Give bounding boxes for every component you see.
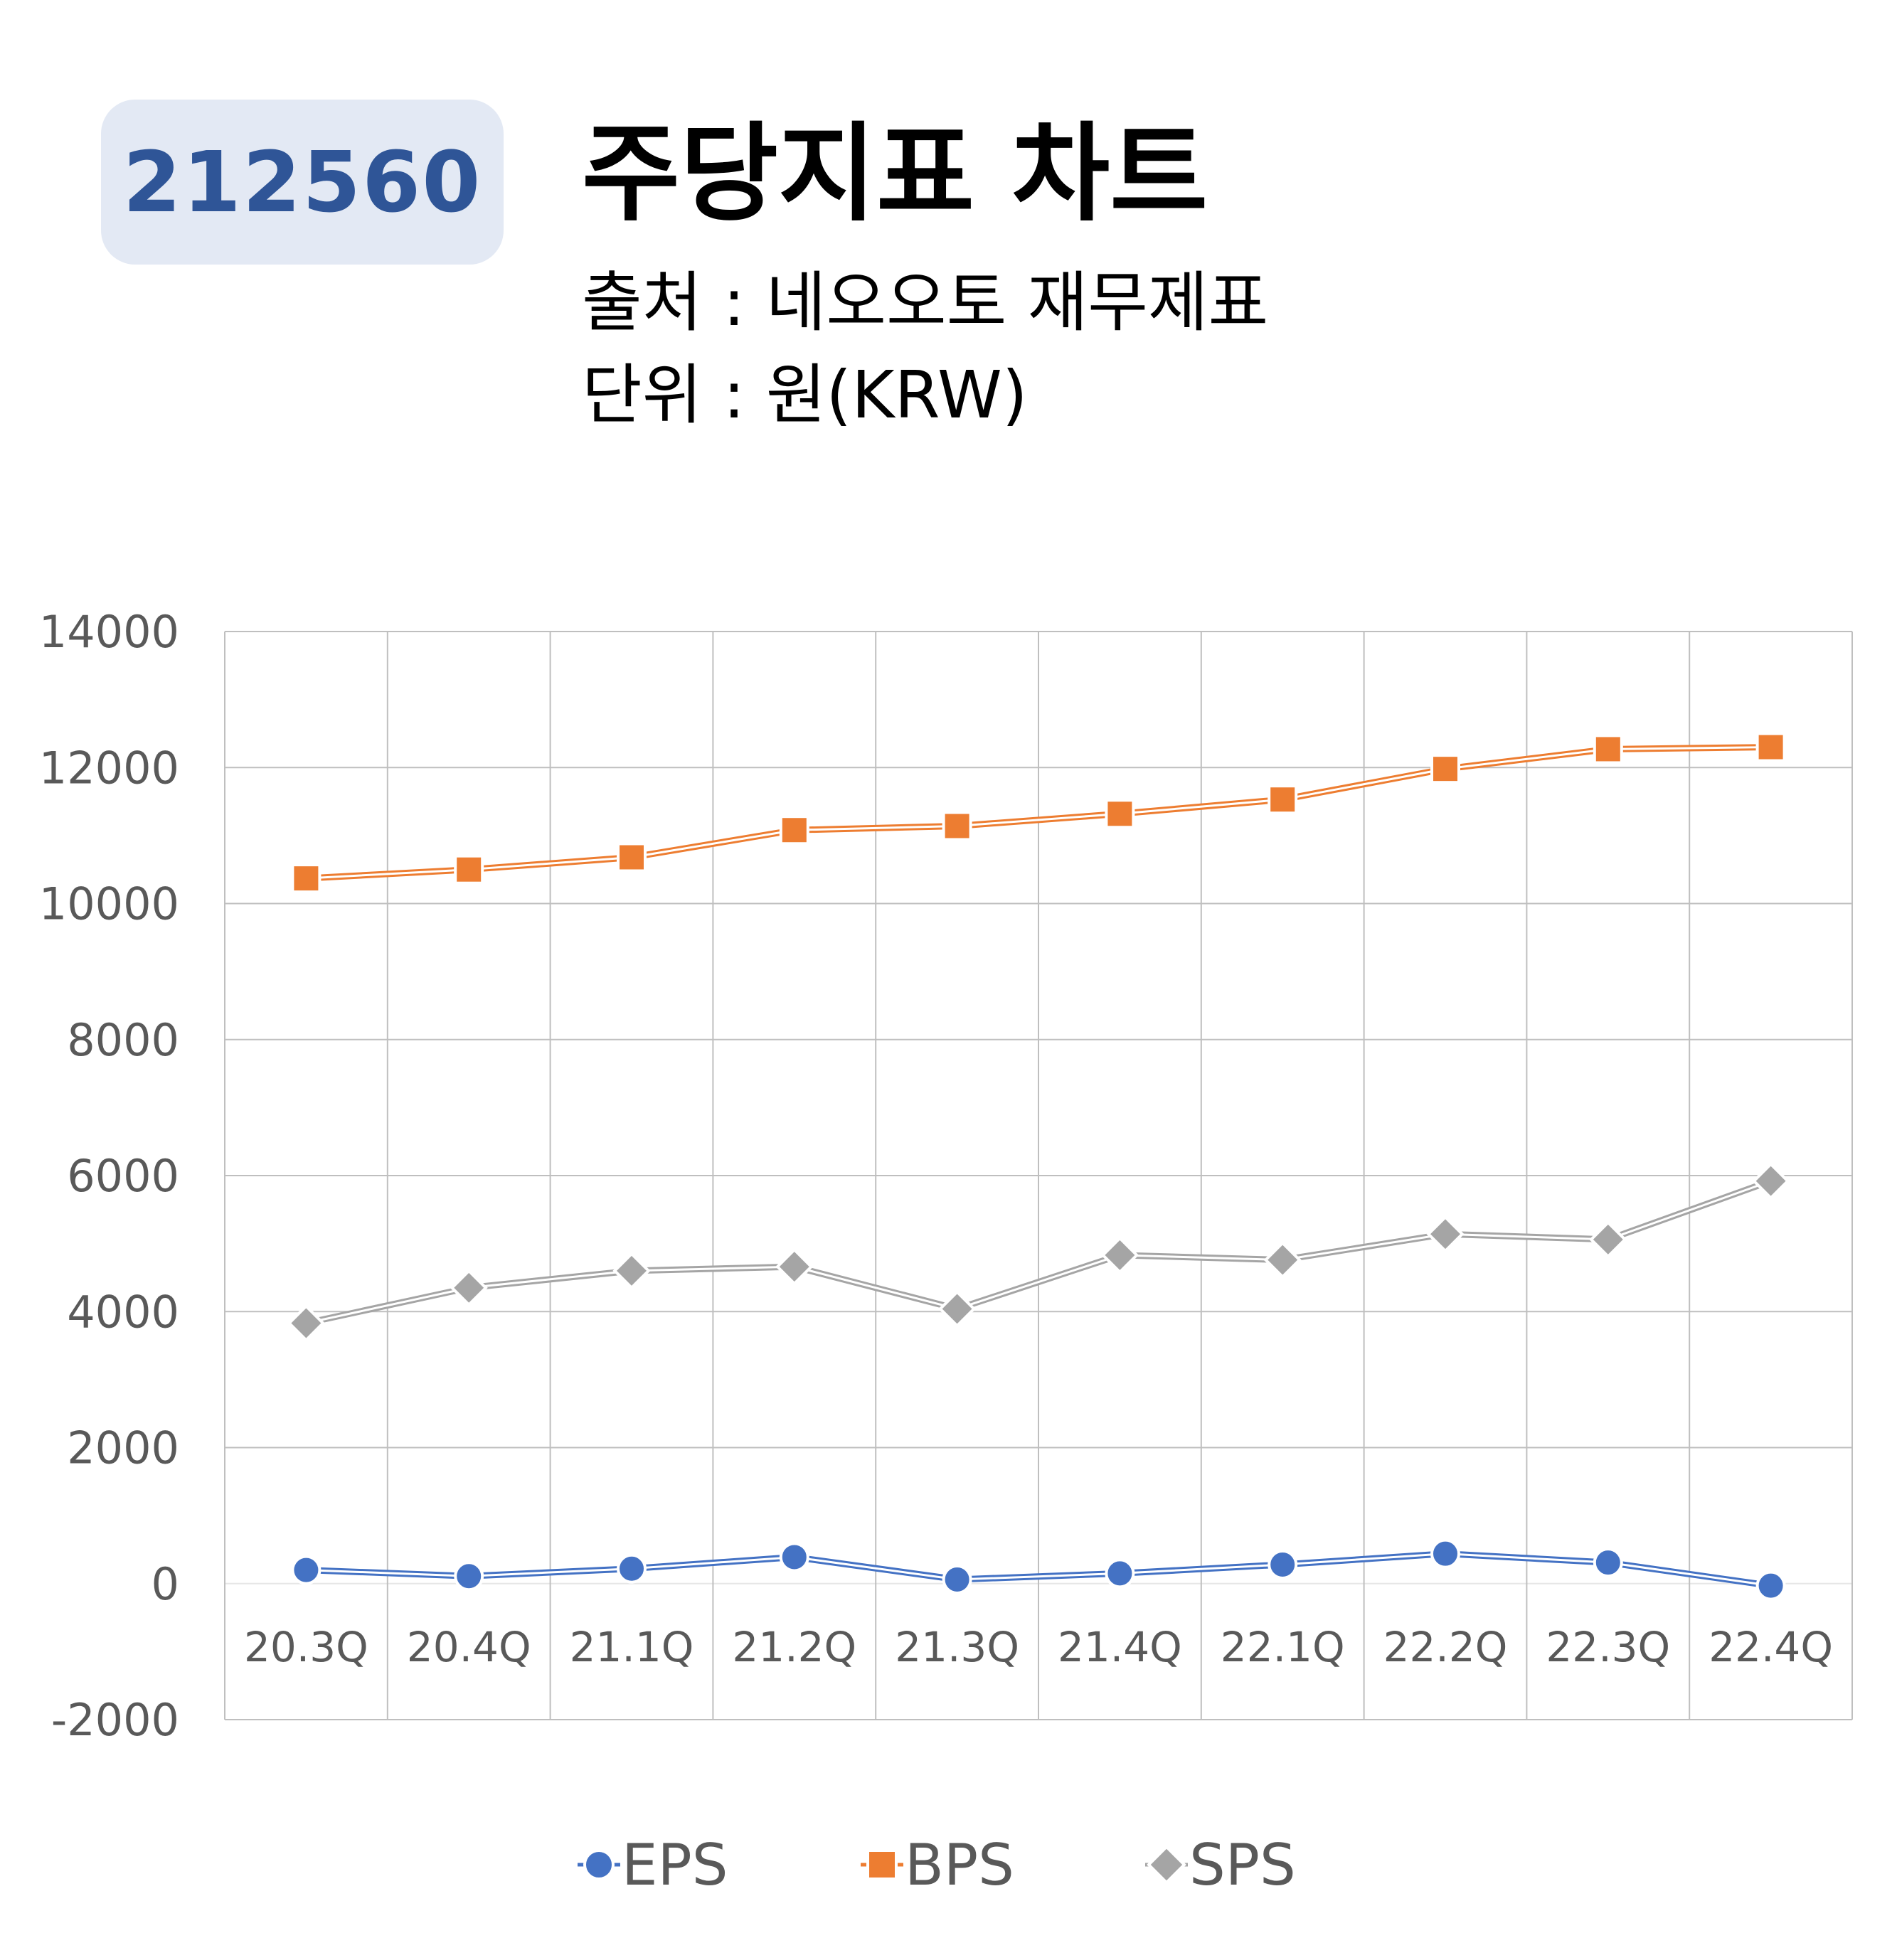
legend-marker-sps <box>1147 1845 1186 1885</box>
ticker-badge: 212560 <box>101 100 504 265</box>
x-tick-label: 20.4Q <box>407 1623 531 1671</box>
y-tick-label: 6000 <box>67 1150 179 1202</box>
data-point-eps <box>942 1565 972 1595</box>
data-point-sps <box>1263 1240 1302 1279</box>
y-tick-label: 12000 <box>39 742 179 794</box>
y-axis-ticks: 14000 12000 10000 8000 6000 4000 2000 0 -2000 <box>39 606 179 1746</box>
grid <box>224 631 1853 1720</box>
legend: EPS BPS SPS <box>578 1832 1296 1898</box>
data-point-eps <box>454 1561 484 1592</box>
legend-label: BPS <box>905 1832 1014 1898</box>
x-tick-label: 22.4Q <box>1709 1623 1833 1671</box>
y-tick-label: 4000 <box>67 1286 179 1338</box>
x-tick-label: 21.1Q <box>570 1623 694 1671</box>
data-point-sps <box>1426 1215 1465 1253</box>
data-point-bps <box>779 815 809 846</box>
x-tick-label: 22.1Q <box>1221 1623 1345 1671</box>
series-line <box>306 1180 1772 1324</box>
data-point-eps <box>1430 1538 1460 1569</box>
source-label: 출처 : 네오오토 재무제표 <box>582 265 1269 341</box>
data-point-bps <box>617 842 647 873</box>
series-eps <box>291 1538 1786 1601</box>
legend-label: EPS <box>622 1832 728 1898</box>
series-line <box>306 1552 1771 1587</box>
legend-marker-bps <box>866 1849 898 1880</box>
chart-title: 주당지표 차트 <box>582 112 1208 236</box>
x-tick-label: 22.3Q <box>1546 1623 1670 1671</box>
data-point-eps <box>1268 1549 1298 1580</box>
data-point-bps <box>291 863 322 894</box>
x-tick-label: 21.4Q <box>1058 1623 1182 1671</box>
series-bps <box>291 732 1786 894</box>
data-point-sps <box>1100 1236 1139 1274</box>
data-point-eps <box>779 1542 809 1572</box>
y-tick-label: 14000 <box>39 606 179 658</box>
data-point-bps <box>1755 732 1786 762</box>
unit-label: 단위 : 원(KRW) <box>582 357 1028 433</box>
x-axis-ticks: 20.3Q 20.4Q 21.1Q 21.2Q 21.3Q 21.4Q 22.1Q 22.2Q… <box>244 1623 1833 1671</box>
data-point-bps <box>1105 799 1135 829</box>
ticker-code: 212560 <box>122 133 482 231</box>
x-tick-label: 20.3Q <box>244 1623 368 1671</box>
y-tick-label: 10000 <box>39 878 179 930</box>
data-point-sps <box>1752 1162 1790 1200</box>
data-point-sps <box>1589 1220 1627 1259</box>
data-point-bps <box>454 854 484 885</box>
series-line <box>306 746 1771 880</box>
data-point-sps <box>612 1252 651 1290</box>
y-tick-label: -2000 <box>51 1694 179 1746</box>
x-tick-label: 21.2Q <box>732 1623 856 1671</box>
y-tick-label: 2000 <box>67 1422 179 1474</box>
legend-label: SPS <box>1189 1832 1296 1898</box>
data-point-bps <box>1268 784 1298 815</box>
x-tick-label: 21.3Q <box>895 1623 1019 1671</box>
data-point-eps <box>1755 1570 1786 1601</box>
data-point-bps <box>942 811 972 841</box>
y-tick-label: 0 <box>152 1558 179 1610</box>
data-point-eps <box>1593 1548 1623 1578</box>
data-point-bps <box>1593 734 1623 765</box>
series-sps <box>287 1162 1790 1343</box>
data-point-eps <box>291 1555 322 1585</box>
data-point-eps <box>617 1553 647 1584</box>
data-point-sps <box>938 1289 977 1328</box>
x-tick-label: 22.2Q <box>1383 1623 1508 1671</box>
data-point-eps <box>1105 1558 1135 1589</box>
y-tick-label: 8000 <box>67 1014 179 1066</box>
data-point-sps <box>287 1304 325 1343</box>
legend-marker-eps <box>583 1849 615 1880</box>
data-point-sps <box>775 1247 814 1286</box>
data-point-bps <box>1430 754 1460 784</box>
series <box>287 732 1790 1601</box>
data-point-sps <box>450 1269 488 1307</box>
